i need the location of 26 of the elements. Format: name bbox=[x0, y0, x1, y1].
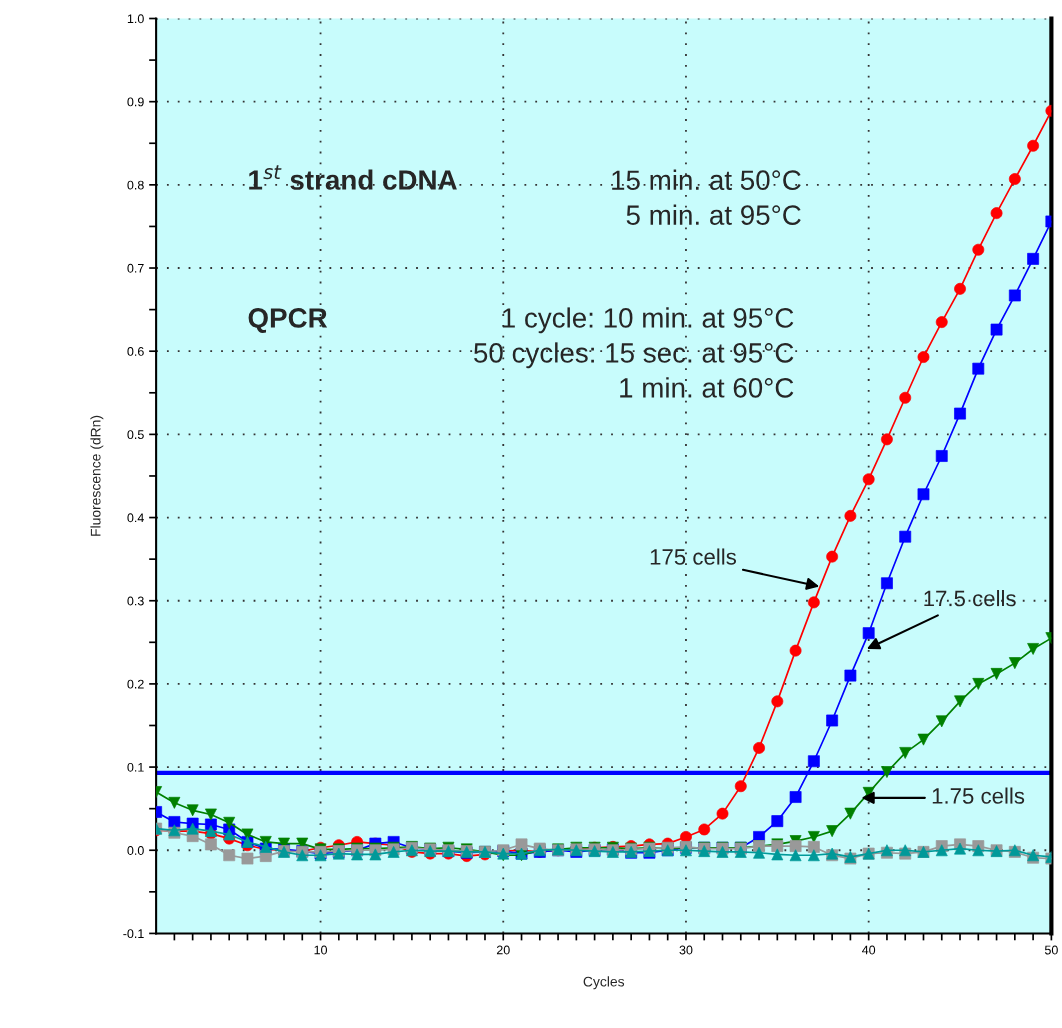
x-tick-label: 30 bbox=[679, 945, 693, 955]
y-tick-label: 0.5 bbox=[127, 430, 144, 440]
y-tick-label: 0.7 bbox=[127, 263, 144, 273]
annotation: 1.75 cells bbox=[932, 787, 1025, 804]
annotation: QPCR bbox=[248, 308, 328, 333]
y-tick-label: 0.9 bbox=[127, 97, 144, 107]
y-tick-label: 1.0 bbox=[127, 14, 144, 24]
y-tick-label: 0.4 bbox=[127, 513, 144, 523]
y-axis-title: Fluorescence (dRn) bbox=[90, 415, 104, 536]
annotation: 175 cells bbox=[650, 548, 737, 565]
x-tick-label: 10 bbox=[314, 945, 328, 955]
y-tick-label: 0.0 bbox=[127, 846, 144, 855]
y-tick-label: 0.3 bbox=[127, 596, 144, 606]
y-tick-label: 0.2 bbox=[127, 679, 144, 689]
annotation: 17.5 cells bbox=[924, 590, 1016, 607]
annotation: 15 min. at 50°C 5 min. at 95°C bbox=[612, 169, 801, 225]
x-axis-title: Cycles bbox=[583, 976, 625, 990]
y-tick-label: -0.1 bbox=[123, 929, 144, 939]
y-tick-label: 0.8 bbox=[127, 180, 144, 190]
x-tick-label: 50 bbox=[1044, 945, 1058, 955]
y-tick-label: 0.1 bbox=[127, 762, 144, 772]
x-tick-label: 40 bbox=[862, 945, 876, 955]
x-tick-label: 20 bbox=[496, 945, 510, 955]
annotation: 1 cycle: 10 min. at 95°C 50 cycles: 15 sec. at 95°C 1 min. at 60°C bbox=[474, 307, 794, 398]
annotation: 1$^{st}$ strand cDNA bbox=[249, 165, 457, 190]
y-tick-label: 0.6 bbox=[127, 347, 144, 356]
